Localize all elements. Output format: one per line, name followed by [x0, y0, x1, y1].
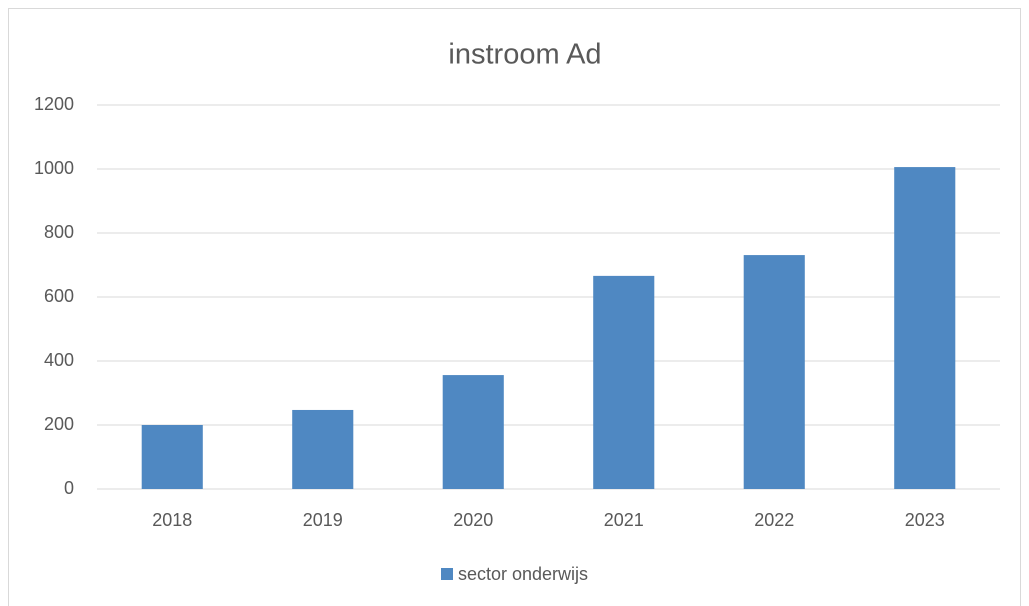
x-tick-label: 2020	[453, 510, 493, 530]
x-tick-label: 2019	[303, 510, 343, 530]
chart-border	[8, 8, 1021, 606]
y-tick-label: 400	[44, 350, 74, 370]
x-tick-label: 2018	[152, 510, 192, 530]
x-tick-label: 2021	[604, 510, 644, 530]
y-tick-label: 600	[44, 286, 74, 306]
legend-swatch	[441, 568, 453, 580]
bar	[141, 425, 203, 489]
bar	[894, 167, 956, 489]
x-tick-label: 2023	[905, 510, 945, 530]
y-tick-label: 0	[64, 478, 74, 498]
y-tick-label: 800	[44, 222, 74, 242]
legend-label: sector onderwijs	[458, 564, 588, 584]
chart-title: instroom Ad	[448, 39, 601, 71]
bar	[743, 255, 805, 489]
x-tick-label: 2022	[754, 510, 794, 530]
bar	[292, 409, 354, 489]
y-tick-label: 1200	[34, 94, 74, 114]
bar	[442, 375, 504, 489]
y-tick-label: 200	[44, 414, 74, 434]
y-tick-label: 1000	[34, 158, 74, 178]
bar	[593, 275, 655, 489]
